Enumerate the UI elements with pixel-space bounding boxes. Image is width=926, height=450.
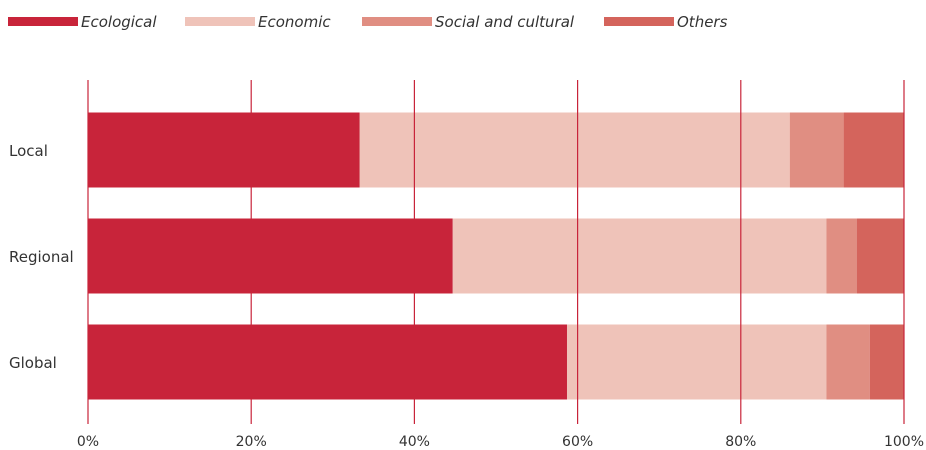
- legend-label-social-and-cultural: Social and cultural: [435, 13, 575, 31]
- bar-global-social-and-cultural: [826, 324, 870, 400]
- bar-regional-others: [856, 218, 904, 294]
- legend-label-ecological: Ecological: [81, 13, 157, 31]
- legend-swatch-economic: [185, 17, 255, 26]
- bar-global-economic: [566, 324, 827, 400]
- x-tick-label-80: 80%: [725, 434, 756, 450]
- x-tick-label-0: 0%: [77, 434, 99, 450]
- x-tick-label-60: 60%: [562, 434, 593, 450]
- gridlines-layer: [87, 80, 905, 424]
- bar-local-others: [843, 112, 904, 188]
- x-tick-label-20: 20%: [236, 434, 267, 450]
- category-label-local: Local: [9, 142, 48, 160]
- bar-regional-economic: [452, 218, 827, 294]
- x-axis-ticks: 0% 20% 40% 60% 80% 100%: [77, 434, 924, 450]
- bar-regional-ecological: [88, 218, 453, 294]
- category-label-regional: Regional: [9, 248, 74, 266]
- legend: Ecological Economic Social and cultural Oth…: [8, 13, 728, 31]
- category-label-global: Global: [9, 354, 57, 372]
- x-tick-label-40: 40%: [399, 434, 430, 450]
- bar-local-social-and-cultural: [789, 112, 844, 188]
- bar-global-ecological: [88, 324, 567, 400]
- x-tick-label-100: 100%: [884, 434, 924, 450]
- bar-global-others: [869, 324, 904, 400]
- legend-label-economic: Economic: [258, 13, 331, 31]
- bar-local-ecological: [88, 112, 360, 188]
- bar-regional-social-and-cultural: [826, 218, 857, 294]
- bars-layer: [88, 112, 904, 400]
- legend-label-others: Others: [677, 13, 728, 31]
- category-labels: Local Regional Global: [9, 142, 74, 372]
- bar-local-economic: [359, 112, 790, 188]
- legend-swatch-ecological: [8, 17, 78, 26]
- legend-swatch-others: [604, 17, 674, 26]
- legend-swatch-social-and-cultural: [362, 17, 432, 26]
